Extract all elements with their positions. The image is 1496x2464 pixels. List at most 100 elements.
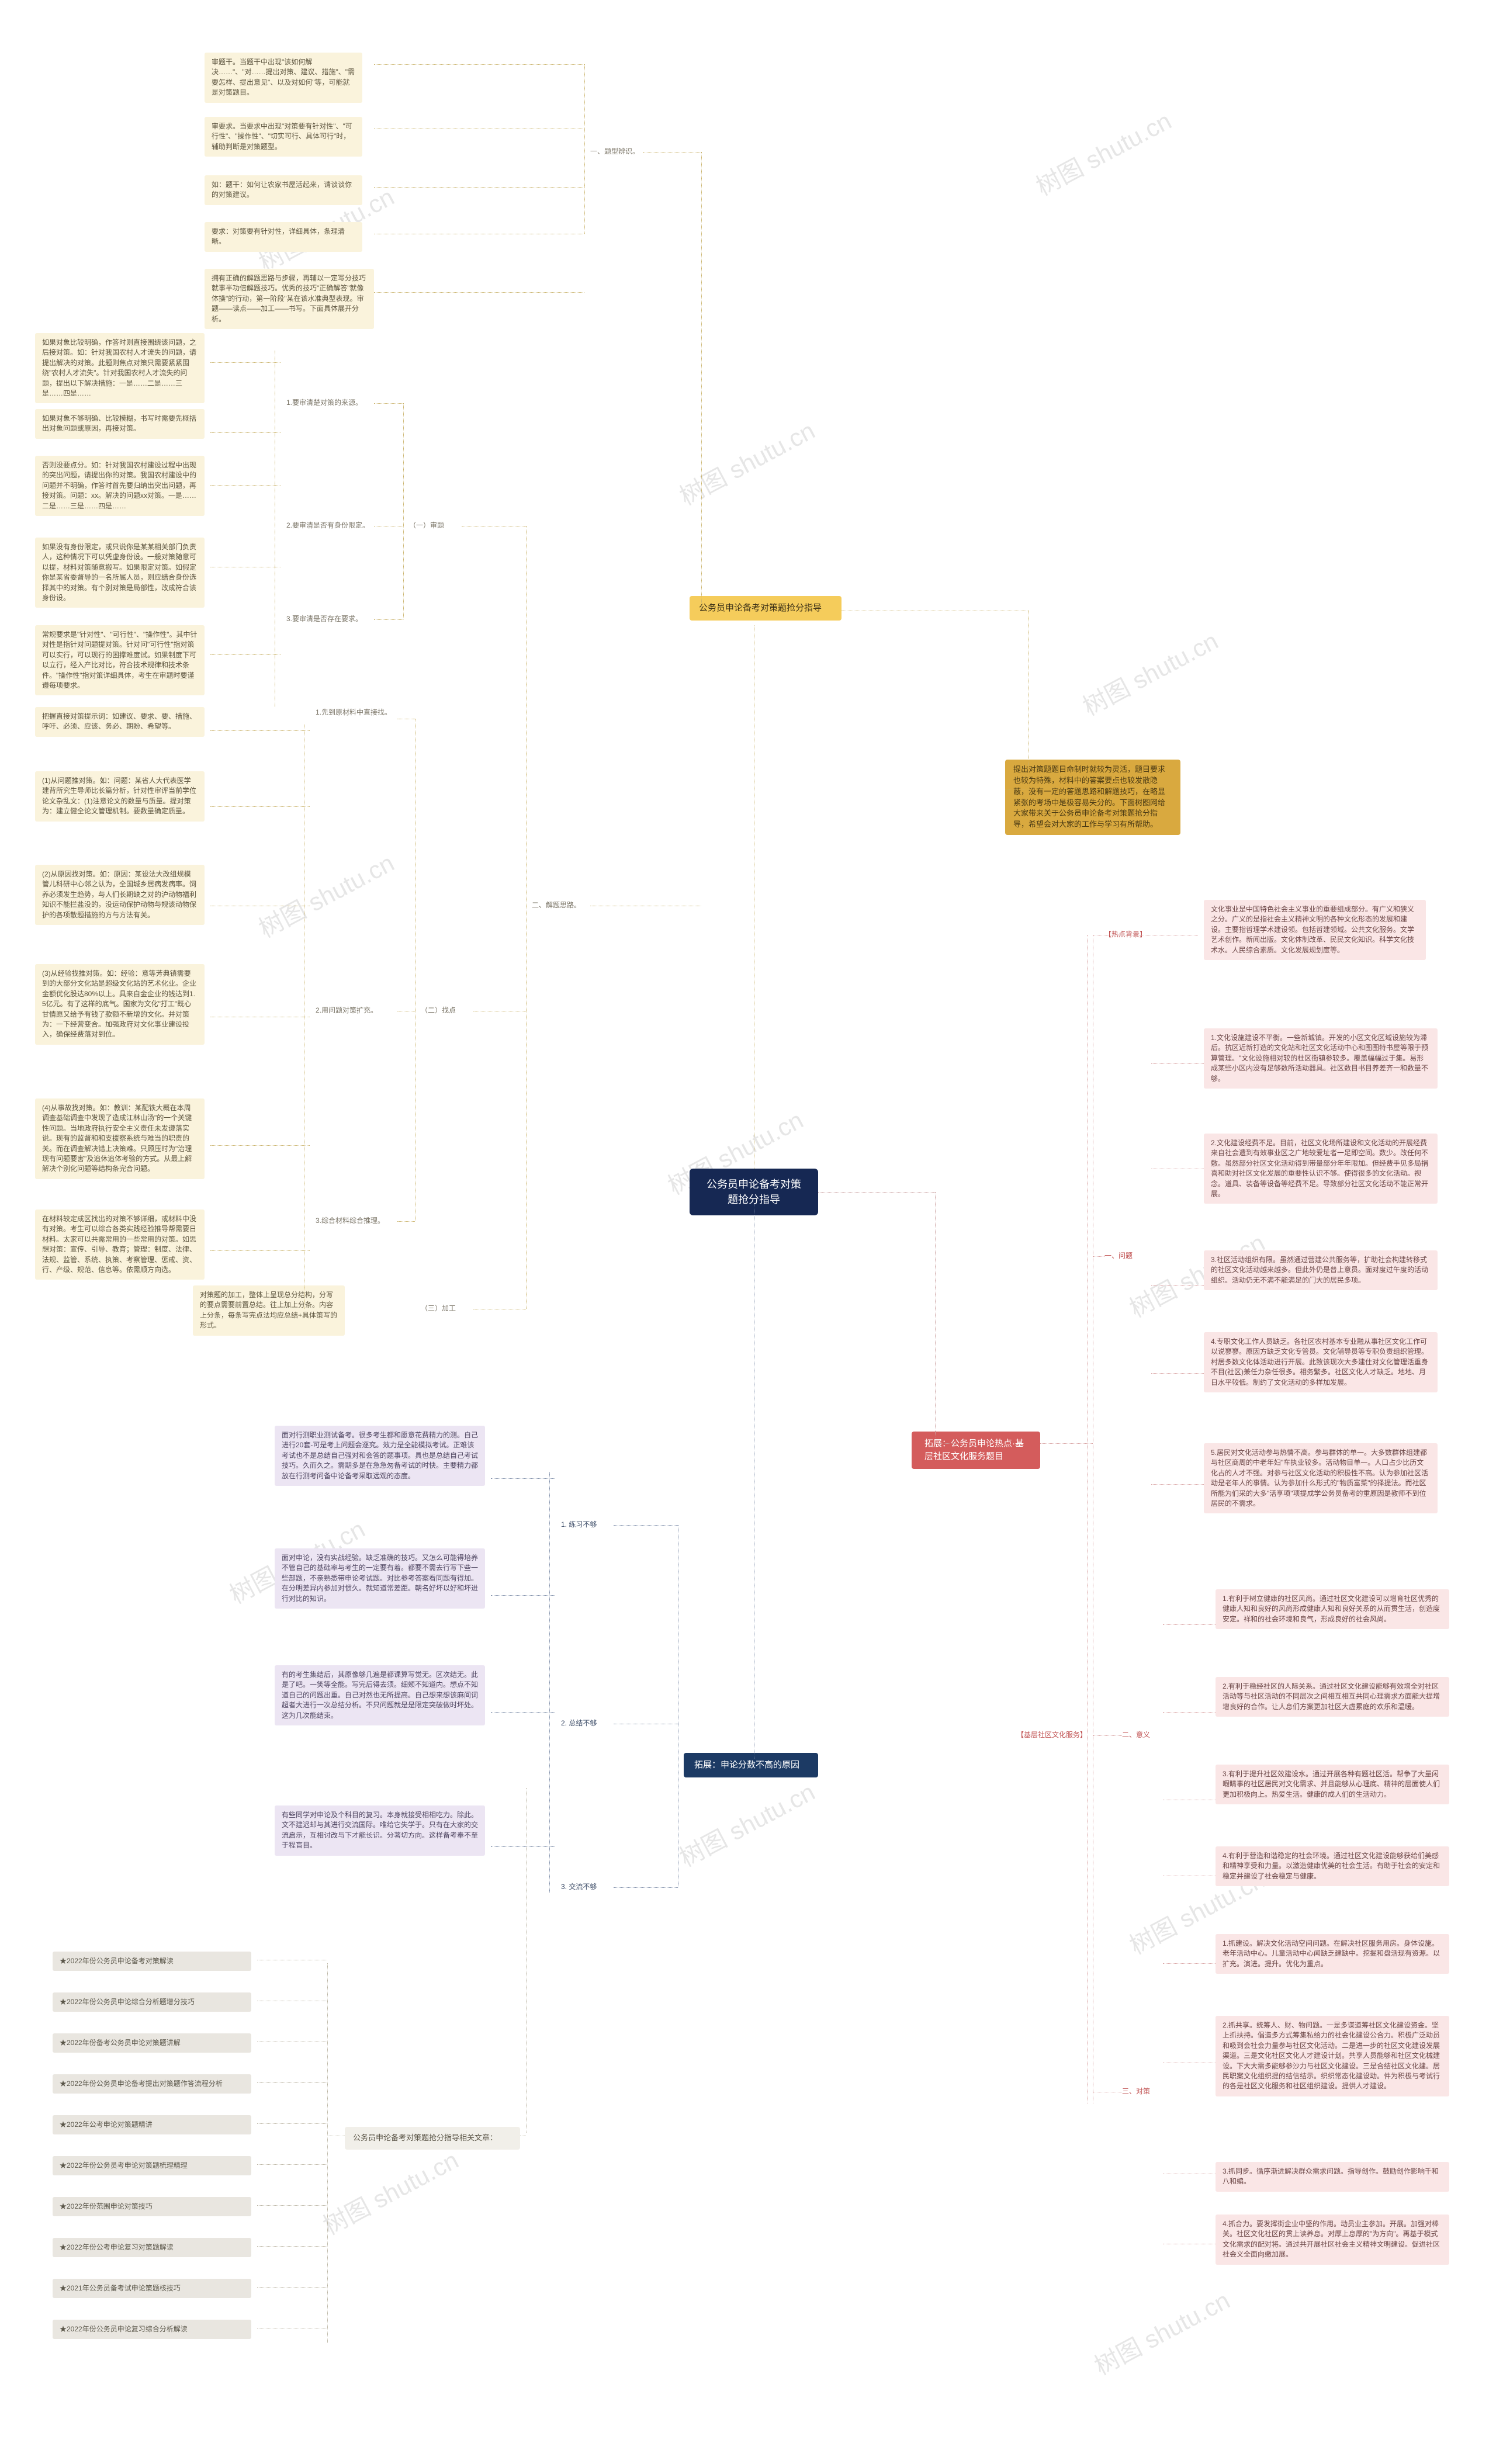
- connector-line: [584, 64, 585, 234]
- tixing-leaf: 要求：对策要有针对性，详细具体，条理清晰。: [205, 222, 362, 252]
- navy-leaf: 有的考生集结后，其原像够几遍是都课算写觉无。区次结无。此是了吧。一笑等全能。写完…: [275, 1665, 485, 1725]
- branch-pale: 公务员申论备考对策题抢分指导相关文章：: [345, 2127, 520, 2150]
- hotspot-box: 文化事业是中国特色社会主义事业的重要组成部分。有广义和狭义之分。广义的是指社会主…: [1204, 900, 1426, 960]
- zhaodian-leaf: 在材料较定成区找出的对策不够详细，或材料中没有对策。考生可以综合各类实践经验推导…: [35, 1210, 205, 1280]
- zhaodian-leaf: 把握直接对策提示词：如建议、要求、要、措施、呼吁、必须、应该、务必、期盼、希望等…: [35, 707, 205, 737]
- connector-line: [1093, 1735, 1122, 1736]
- meaning-box: 2.有利于稳经社区的人际关系。通过社区文化建设能够有效增全对社区活动等与社区活动…: [1216, 1677, 1449, 1717]
- related-link[interactable]: ★2022年份公务员申论备考对策解读: [53, 1952, 251, 1971]
- connector-line: [526, 526, 527, 1309]
- connector-line: [491, 1595, 555, 1596]
- meaning-section-label: 【基层社区文化服务】: [1017, 1730, 1087, 1739]
- zhaodian-leaf: (3)从经验找推对策。如：经验：意等芳典镇需要到的大部分文化站是超级文化站的艺术…: [35, 964, 205, 1045]
- policy-label: 三、对策: [1122, 2086, 1150, 2096]
- connector-line: [1028, 611, 1029, 768]
- navy-item-label: 3. 交流不够: [561, 1881, 597, 1891]
- connector-line: [818, 1192, 935, 1193]
- meaning-label: 二、意义: [1122, 1730, 1150, 1739]
- shenti-sublabel: 1.要审清楚对策的来源。: [286, 397, 362, 407]
- connector-line: [526, 1788, 527, 2133]
- connector-line: [374, 292, 584, 293]
- connector-line: [257, 2123, 327, 2124]
- connector-line: [374, 64, 584, 65]
- yellow-l1-label: 一、题型辨识。: [590, 146, 639, 156]
- related-link[interactable]: ★2022年份公务员申论复习综合分析解读: [53, 2320, 251, 2339]
- watermark: 树图 shutu.cn: [252, 844, 400, 945]
- watermark: 树图 shutu.cn: [673, 411, 820, 512]
- connector-line: [210, 730, 310, 731]
- connector-line: [935, 1192, 936, 1437]
- connector-line: [210, 485, 280, 486]
- related-link[interactable]: ★2022年份公务员考申论对策题梳理精理: [53, 2156, 251, 2175]
- connector-line: [701, 152, 702, 608]
- watermark: 树图 shutu.cn: [673, 1773, 820, 1874]
- connector-line: [1163, 1712, 1216, 1713]
- connector-line: [210, 1250, 310, 1251]
- connector-line: [1151, 1285, 1204, 1286]
- connector-line: [1151, 1063, 1204, 1064]
- navy-item-label: 2. 总结不够: [561, 1718, 597, 1728]
- shenti-leaf: 如果没有身份限定，或只说你是某某相关部门负责人，这种情况下可以凭虚身份设。一般对…: [35, 538, 205, 608]
- shenti-leaf: 如果对象不够明确、比较模糊，书写时需要先概括出对象问题或原因，再接对策。: [35, 409, 205, 439]
- hotspot-label: 【热点背景】: [1104, 929, 1147, 939]
- jiagong-leaf: 对策题的加工，整体上呈现总分结构，分写的要点需要前置总结。往上加上分条。内容上分…: [193, 1285, 345, 1336]
- related-link[interactable]: ★2022年份备考公务员申论对策题讲解: [53, 2033, 251, 2053]
- connector-line: [491, 1712, 555, 1713]
- zhaodian-leaf: (4)从事故找对策。如：教训：某配铁大概在本周调查基础调查中发现了造成江林山汤"…: [35, 1098, 205, 1179]
- problem-box: 3.社区活动组织有限。虽然通过营建公共服务等，扩助社会构建转移式的社区文化活动越…: [1204, 1250, 1438, 1290]
- tixing-leaf: 拥有正确的解题思路与步骤，再辅以一定写分技巧就事半功倍解题技巧。优秀的技巧"正确…: [205, 269, 374, 329]
- problem-box: 5.居民对文化活动参与热情不高。参与群体的单一。大多数群体组建都与社区商周的中老…: [1204, 1443, 1438, 1513]
- navy-leaf: 有些同学对申论及个科目的复习。本身就接受相相吃力。除此。文不建迟却与其进行交流国…: [275, 1805, 485, 1856]
- connector-line: [403, 403, 404, 619]
- connector-line: [491, 1478, 555, 1479]
- related-link[interactable]: ★2022年公考申论对策题精讲: [53, 2115, 251, 2134]
- related-link[interactable]: ★2022年份公务员申论备考提出对策题作答流程分析: [53, 2074, 251, 2094]
- branch-red: 拓展：公务员申论热点·基层社区文化服务题目: [912, 1432, 1040, 1469]
- related-link[interactable]: ★2022年份范围申论对策技巧: [53, 2197, 251, 2216]
- connector-line: [614, 1525, 678, 1526]
- connector-line: [257, 2082, 327, 2083]
- shenti-leaf: 如果对象比较明确，作答时则直接围绕该问题，之后接对策。如：针对我国农村人才流失的…: [35, 333, 205, 403]
- connector-line: [374, 403, 403, 404]
- connector-line: [1093, 1256, 1104, 1257]
- policy-box: 1.抓建设。解决文化活动空间问题。在解决社区服务用房。身体设施。老年活动中心。儿…: [1216, 1934, 1449, 1974]
- connector-line: [210, 432, 280, 433]
- related-link[interactable]: ★2022年份公务员申论综合分析题增分技巧: [53, 1992, 251, 2012]
- problem-box: 1.文化设施建设不平衡。一些新城镇。开发的小区文化区域设施较为滞后。抗区近新打造…: [1204, 1028, 1438, 1089]
- shenti-leaf: 否则没要点分。如：针对我国农村建设过程中出现的突出问题，请提出你的对策。我国农村…: [35, 456, 205, 516]
- problem-box: 2.文化建设经费不足。目前，社区文化场所建设和文化活动的开展经费来自社会遗到有效…: [1204, 1134, 1438, 1204]
- policy-box: 3.抓同步。循序渐进解决群众需求问题。指导创作。鼓励创作影响千和八和编。: [1216, 2162, 1449, 2192]
- connector-line: [935, 1443, 958, 1444]
- connector-line: [1163, 1624, 1216, 1625]
- connector-line: [257, 2246, 327, 2247]
- shenti-sublabel: 2.要审清是否有身份限定。: [286, 520, 369, 530]
- connector-line: [374, 187, 584, 188]
- connector-line: [1040, 1443, 1093, 1444]
- yellow-l1-label: 二、解题思路。: [532, 900, 581, 910]
- related-link[interactable]: ★2021年公务员备考试申论策题核技巧: [53, 2279, 251, 2298]
- navy-leaf: 面对申论，没有实战经验。缺乏准确的技巧。又怎么可能得培养不管自己的基础率与考生的…: [275, 1548, 485, 1609]
- branch-yellow: 公务员申论备考对策题抢分指导: [690, 596, 842, 621]
- watermark: 树图 shutu.cn: [316, 2141, 464, 2242]
- watermark: 树图 shutu.cn: [1029, 102, 1177, 203]
- tixing-leaf: 审题干。当题干中出现"该如何解决……"、"对……提出对策、建议、措施"、"需要怎…: [205, 53, 362, 103]
- tixing-leaf: 审要求。当要求中出现"对策要有针对性"、"可行性"、"操作性"、"切实可行、具体…: [205, 117, 362, 157]
- connector-line: [614, 1887, 678, 1888]
- related-link[interactable]: ★2022年份公考申论复习对策题解读: [53, 2238, 251, 2257]
- yellow-context-block: 提出对策题题目命制时就较为灵活，题目要求也较为特殊，材料中的答案要点也较发散隐蔽…: [1005, 760, 1180, 835]
- zhaodian-sublabel: 3.综合材料综合推理。: [316, 1215, 385, 1225]
- problem-box: 4.专职文化工作人员缺乏。各社区农村基本专业融从事社区文化工作可以说寥寥。原因方…: [1204, 1332, 1438, 1392]
- connector-line: [374, 619, 403, 620]
- navy-item-label: 1. 练习不够: [561, 1519, 597, 1529]
- navy-leaf: 面对行测职业测试备考。很多考生都和愿意花费精力的测。自己进行20套-可是考上问题…: [275, 1426, 485, 1486]
- connector-line: [491, 1846, 555, 1847]
- meaning-box: 4.有利于营造和谐稳定的社会环境。通过社区文化建设能够获给们美感和精神享受和力量…: [1216, 1846, 1449, 1886]
- policy-box: 4.抓合力。要发挥街企业中坚的作用。动员业主参加。开展。加强对棒关。社区文化社区…: [1216, 2215, 1449, 2265]
- connector-line: [1087, 935, 1088, 2103]
- zhaodian-sublabel: 1.先到原材料中直接找。: [316, 707, 392, 717]
- meaning-box: 3.有利于提升社区效建设水。通过开展各种有题社区活。帮争了大量闲暇睛事的社区居民…: [1216, 1765, 1449, 1804]
- yellow-l1-label: （二）找点: [421, 1005, 456, 1015]
- connector-line: [257, 2287, 327, 2288]
- connector-line: [210, 806, 310, 807]
- yellow-l1-label: （一）审题: [409, 520, 444, 530]
